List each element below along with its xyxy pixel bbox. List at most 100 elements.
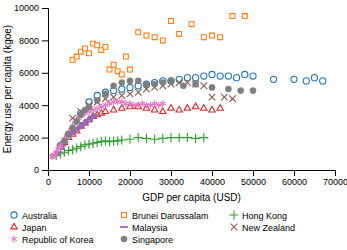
tick-label: 30000 [159,177,184,187]
legend-marker [121,236,127,242]
legend-entry: New Zealand [231,223,295,233]
point [64,146,73,155]
point [74,118,80,124]
tick-label: 40000 [200,177,225,187]
point [128,67,133,72]
tick-mark [212,170,213,176]
point [192,81,199,88]
legend-label: Singapore [132,235,173,245]
tick: 40000 [200,170,225,187]
point [209,84,215,90]
axis-line [49,171,336,177]
point [87,117,95,119]
tick-mark [42,8,48,9]
tick-label: 10000 [77,177,102,187]
point [115,99,121,106]
legend-label: Australia [22,211,57,221]
point [119,86,125,92]
y-axis-title: Energy use per capita (kgoe) [2,25,13,153]
tick-label: 10000 [14,3,39,13]
point [123,54,128,59]
point [87,51,92,56]
point [127,91,134,98]
point [85,119,93,121]
point [221,94,228,101]
x-axis: 010000200003000040000500006000070000 [46,170,347,187]
point [101,136,110,145]
point [152,81,158,87]
tick-label: 0 [34,165,39,175]
tick: 60000 [282,170,307,187]
plot: 0100002000030000400005000060000700000200… [14,3,347,187]
series [49,99,165,161]
point [143,81,149,87]
tick: 20000 [118,170,143,187]
legend-entry: Brunei Darussalam [122,211,209,221]
y-axis: 0200040006000800010000 [14,3,49,175]
axis-line [42,9,49,171]
tick: 6000 [19,68,48,78]
point [131,102,137,109]
point [160,108,166,114]
legend-marker [122,213,127,218]
point [97,137,106,146]
point [61,139,67,145]
legend-marker [229,210,238,219]
legend-label: Republic of Korea [22,235,94,245]
point [65,131,71,137]
point [125,135,134,144]
point [151,106,157,112]
point [250,88,256,94]
tick: 4000 [19,101,48,111]
tick-mark [294,170,295,176]
point [102,108,108,114]
point [189,22,194,27]
point [150,135,159,144]
point [144,102,150,109]
legend-entry: Singapore [121,235,173,245]
point [191,134,200,143]
point [61,138,67,144]
point [229,95,236,102]
tick-label: 0 [46,177,51,187]
tick-mark [42,170,48,171]
tick: 10000 [14,3,48,13]
point [311,75,317,81]
point [110,106,116,112]
legend-marker [11,223,17,229]
point [123,100,129,107]
point [136,30,141,35]
legend-label: Malaysia [132,223,168,233]
tick-label: 6000 [19,68,39,78]
point [176,106,182,112]
legend-label: Japan [22,223,47,233]
point [91,114,99,116]
point [210,33,215,38]
point [158,134,167,143]
tick-mark [171,170,172,176]
point [183,133,192,142]
point [143,81,149,87]
point [180,83,186,89]
point [201,73,207,79]
point [74,54,79,59]
point [111,62,116,67]
point [201,105,207,111]
point [176,76,182,82]
legend-label: Brunei Darussalam [132,211,209,221]
point [76,142,85,151]
point [86,104,92,110]
point [93,138,102,147]
legend-marker [11,212,17,218]
point [107,67,112,72]
tick-mark [335,170,336,176]
legend-entry: Republic of Korea [11,235,93,245]
point [218,35,223,40]
point [111,99,117,106]
tick-label: 70000 [323,177,347,187]
point [209,94,216,101]
point [184,105,190,111]
point [144,33,149,38]
tick-mark [130,170,131,176]
point [127,78,133,84]
